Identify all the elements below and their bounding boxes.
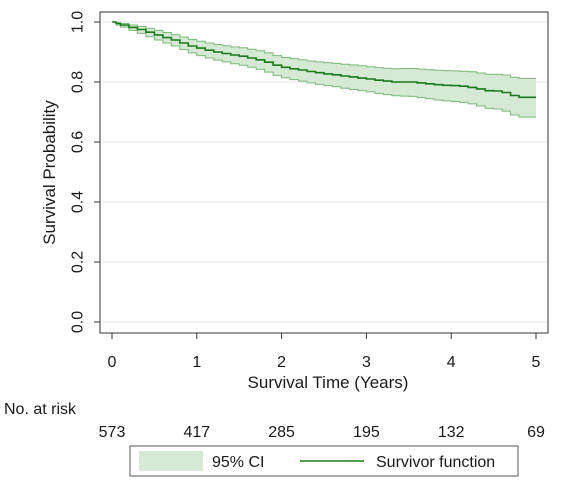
y-tick-label: 0.6 bbox=[70, 131, 87, 153]
risk-count: 69 bbox=[527, 424, 545, 441]
ci-lower-edge bbox=[112, 21, 536, 118]
x-tick-label: 3 bbox=[362, 354, 371, 371]
y-tick-label: 0.8 bbox=[70, 71, 87, 93]
risk-count: 417 bbox=[183, 424, 210, 441]
y-tick-label: 0.4 bbox=[70, 191, 87, 213]
risk-count: 195 bbox=[353, 424, 380, 441]
legend-ci-label: 95% CI bbox=[212, 454, 264, 471]
x-tick-label: 2 bbox=[277, 354, 286, 371]
ci-upper-edge bbox=[112, 21, 536, 79]
risk-count: 573 bbox=[99, 424, 126, 441]
ci-band bbox=[112, 22, 536, 118]
x-tick-label: 1 bbox=[192, 354, 201, 371]
y-tick-label: 1.0 bbox=[70, 11, 87, 33]
legend: 95% CI Survivor function bbox=[129, 445, 519, 477]
y-axis-title: Survival Probability bbox=[40, 100, 59, 245]
risk-table-label: No. at risk bbox=[4, 401, 77, 418]
x-axis-title: Survival Time (Years) bbox=[248, 373, 409, 392]
axes: 0.0 0.2 0.4 0.6 0.8 1.0 0 1 2 3 4 5 bbox=[70, 11, 541, 371]
x-tick-label: 0 bbox=[108, 354, 117, 371]
risk-count: 285 bbox=[268, 424, 295, 441]
plot-frame bbox=[99, 11, 549, 334]
x-tick-label: 5 bbox=[532, 354, 541, 371]
legend-line-label: Survivor function bbox=[376, 454, 495, 471]
risk-count: 132 bbox=[438, 424, 465, 441]
y-tick-label: 0.2 bbox=[70, 251, 87, 273]
x-tick-label: 4 bbox=[447, 354, 456, 371]
y-tick-label: 0.0 bbox=[70, 311, 87, 333]
survivor-function-line bbox=[112, 21, 536, 99]
legend-ci-swatch bbox=[139, 451, 203, 471]
risk-table: 573 417 285 195 132 69 bbox=[99, 424, 545, 441]
